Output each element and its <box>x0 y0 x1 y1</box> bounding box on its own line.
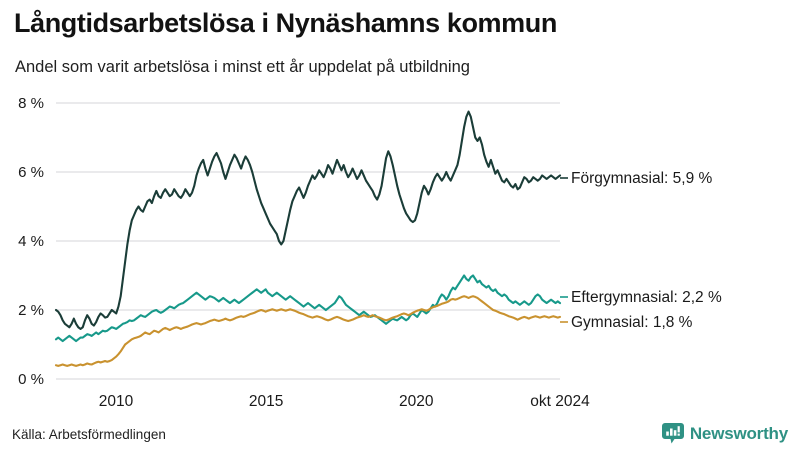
newsworthy-logo[interactable]: Newsworthy <box>661 422 788 446</box>
logo-text: Newsworthy <box>689 424 788 443</box>
x-axis-tick-label: 2015 <box>249 393 283 410</box>
bar-chart-bubble-icon <box>661 423 684 444</box>
page-title: Långtidsarbetslösa i Nynäshamns kommun <box>14 8 557 38</box>
series-label-forgymnasial: Förgymnasial: 5,9 % <box>571 170 712 187</box>
y-axis-tick-label: 2 % <box>18 302 44 319</box>
x-axis-tick-label: 2010 <box>99 393 134 410</box>
x-axis-tick-label: okt 2024 <box>530 393 590 410</box>
series-label-gymnasial: Gymnasial: 1,8 % <box>571 314 693 331</box>
series-line-eftergymnasial <box>54 274 562 343</box>
series-line-förgymnasial <box>54 110 562 331</box>
source-note: Källa: Arbetsförmedlingen <box>12 427 166 442</box>
y-axis-tick-label: 8 % <box>18 95 44 112</box>
y-axis-tick-label: 6 % <box>18 164 44 181</box>
chart-subtitle: Andel som varit arbetslösa i minst ett å… <box>15 58 470 76</box>
series-label-eftergymnasial: Eftergymnasial: 2,2 % <box>571 289 722 306</box>
y-axis-tick-label: 4 % <box>18 233 44 250</box>
y-axis-tick-label: 0 % <box>18 371 44 388</box>
series-line-gymnasial <box>54 295 562 367</box>
x-axis-tick-label: 2020 <box>399 393 434 410</box>
